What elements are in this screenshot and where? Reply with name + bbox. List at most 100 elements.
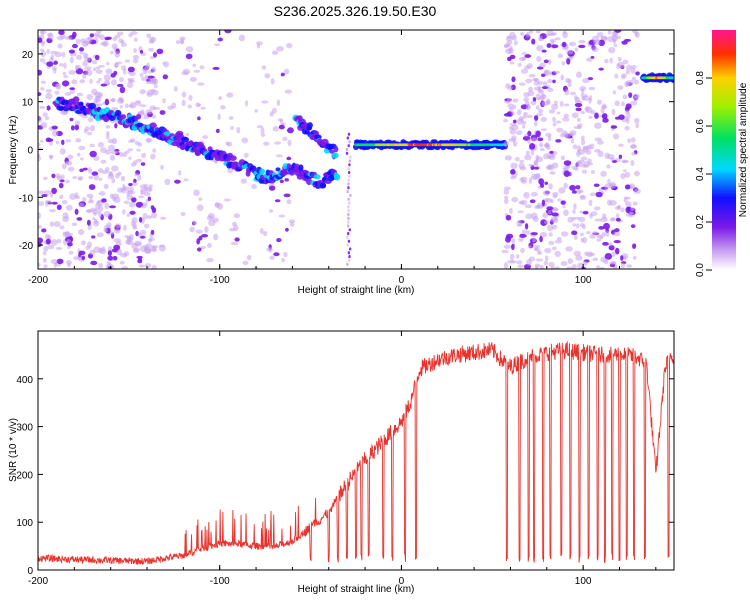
- trace-point: [259, 168, 266, 175]
- streak-point: [347, 220, 350, 224]
- noise-point: [528, 30, 534, 34]
- noise-point: [533, 244, 540, 249]
- noise-point: [139, 72, 144, 78]
- noise-point: [38, 237, 44, 244]
- noise-point: [581, 164, 588, 168]
- noise-point: [47, 244, 55, 250]
- noise-point: [632, 201, 638, 206]
- noise-point: [240, 178, 248, 184]
- noise-point: [556, 236, 562, 241]
- noise-point: [612, 34, 618, 38]
- noise-point: [61, 139, 65, 146]
- noise-point: [607, 30, 612, 35]
- noise-point: [58, 30, 65, 36]
- noise-point: [599, 236, 604, 240]
- noise-point: [539, 264, 544, 269]
- noise-point: [567, 258, 574, 265]
- noise-point: [93, 174, 100, 181]
- trace-point: [333, 146, 339, 153]
- trace-point: [163, 131, 171, 136]
- noise-point: [128, 33, 133, 38]
- snr-plot-area: [38, 331, 674, 570]
- noise-point: [282, 136, 288, 142]
- noise-point: [633, 79, 640, 85]
- noise-point: [605, 230, 610, 237]
- noise-point: [238, 34, 246, 42]
- streak-point: [348, 174, 351, 178]
- noise-point: [51, 201, 58, 205]
- noise-point: [510, 260, 517, 264]
- noise-point: [268, 185, 276, 191]
- noise-point: [144, 202, 148, 207]
- noise-point: [275, 154, 284, 158]
- noise-point: [139, 235, 146, 239]
- trace-point: [208, 156, 214, 161]
- noise-point: [600, 216, 608, 223]
- noise-point: [621, 160, 629, 164]
- streak-point: [348, 254, 351, 259]
- noise-point: [177, 170, 182, 176]
- noise-point: [509, 61, 515, 65]
- noise-point: [46, 61, 54, 67]
- noise-point: [524, 204, 533, 209]
- noise-point: [542, 212, 548, 219]
- noise-point: [148, 238, 152, 243]
- noise-point: [261, 65, 267, 70]
- noise-point: [107, 250, 113, 256]
- noise-point: [284, 89, 293, 94]
- noise-point: [609, 57, 613, 64]
- noise-point: [87, 241, 93, 248]
- noise-point: [129, 71, 136, 77]
- noise-point: [105, 166, 110, 172]
- noise-point: [112, 255, 118, 261]
- noise-point: [44, 200, 52, 204]
- noise-point: [575, 185, 581, 190]
- noise-point: [602, 213, 607, 219]
- noise-point: [59, 194, 64, 200]
- noise-point: [175, 40, 180, 44]
- noise-point: [590, 170, 595, 174]
- noise-point: [56, 204, 62, 211]
- noise-point: [62, 71, 67, 76]
- noise-point: [503, 141, 510, 147]
- noise-point: [136, 158, 143, 163]
- noise-point: [42, 257, 47, 263]
- noise-point: [561, 61, 566, 66]
- colorbar-tick-label: 0.6: [695, 119, 706, 133]
- noise-point: [598, 226, 605, 230]
- noise-point: [144, 223, 150, 229]
- noise-point: [189, 76, 197, 82]
- noise-point: [598, 67, 604, 71]
- noise-point: [559, 100, 564, 107]
- noise-point: [148, 184, 153, 188]
- streak-point: [346, 262, 349, 266]
- noise-point: [56, 239, 62, 244]
- noise-point: [562, 117, 570, 122]
- noise-point: [147, 70, 153, 74]
- noise-point: [185, 53, 193, 60]
- noise-point: [160, 216, 167, 220]
- noise-point: [218, 96, 223, 100]
- noise-point: [575, 216, 581, 220]
- noise-point: [542, 190, 550, 196]
- figure-title: S236.2025.326.19.50.E30: [274, 3, 437, 19]
- noise-point: [509, 45, 513, 52]
- snr-x-axis: -200 -100 0 100: [28, 331, 657, 587]
- noise-point: [594, 112, 599, 119]
- noise-point: [522, 229, 527, 235]
- noise-point: [86, 93, 93, 101]
- noise-point: [133, 248, 140, 254]
- noise-point: [133, 222, 137, 229]
- streak-point: [348, 228, 352, 232]
- noise-point: [201, 233, 209, 238]
- noise-point: [91, 59, 98, 65]
- noise-point: [530, 149, 535, 156]
- noise-point: [287, 127, 294, 134]
- noise-point: [543, 153, 549, 160]
- noise-point: [142, 212, 148, 220]
- snr-y-label: SNR (10 * v/v): [8, 418, 19, 482]
- noise-point: [100, 159, 107, 164]
- noise-point: [624, 184, 631, 190]
- noise-point: [530, 137, 538, 142]
